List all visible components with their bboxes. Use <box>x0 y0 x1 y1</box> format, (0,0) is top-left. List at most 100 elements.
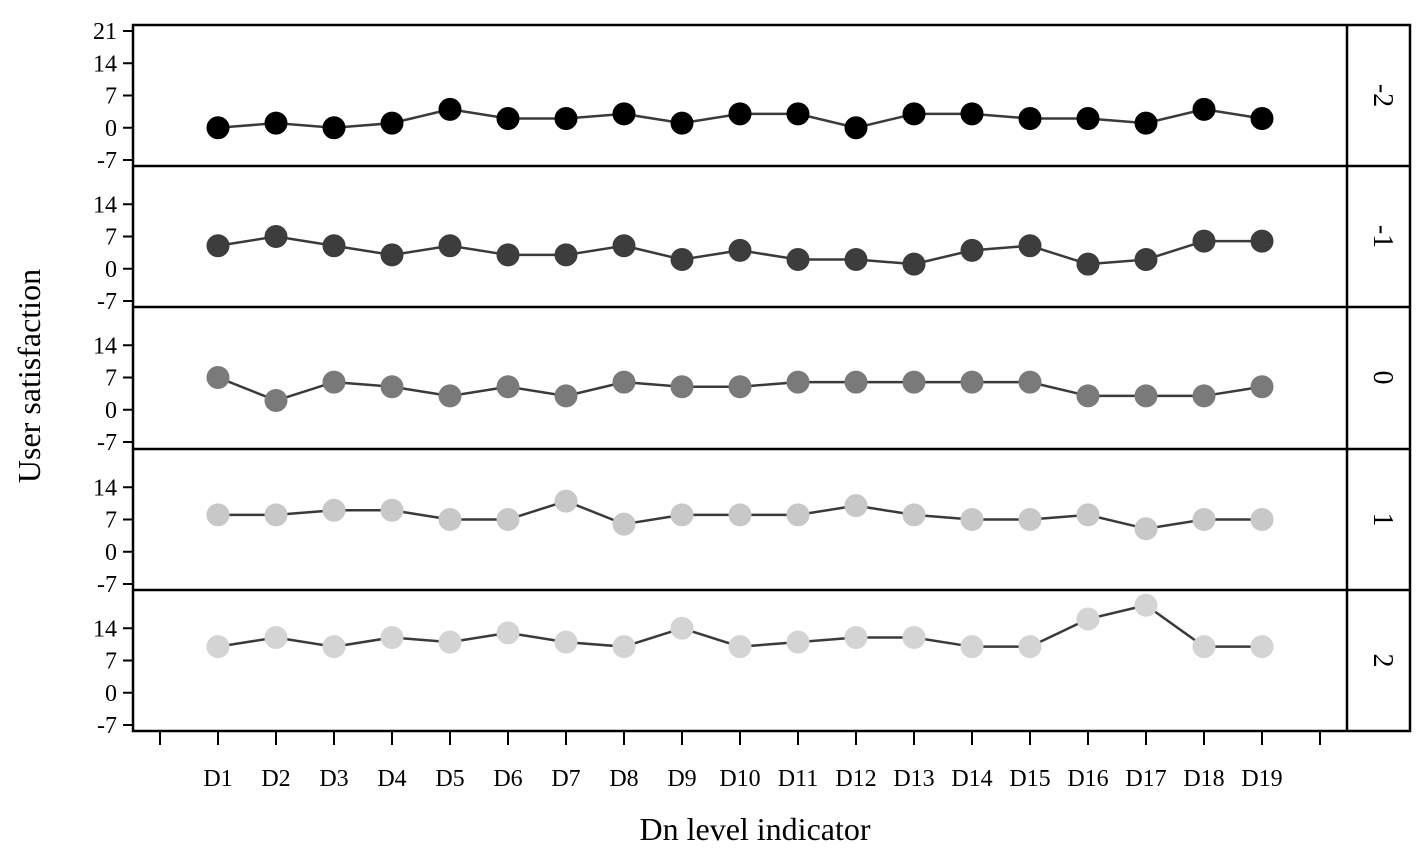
data-point-D4 <box>380 243 404 267</box>
y-tick-label: -7 <box>97 430 117 456</box>
data-point-D2 <box>264 389 288 413</box>
x-tick-label-D10: D10 <box>719 766 760 792</box>
data-point-D11 <box>786 102 810 126</box>
data-point-D17 <box>1134 384 1158 408</box>
data-point-D6 <box>496 107 520 131</box>
y-tick-label: 7 <box>105 649 117 675</box>
data-point-D15 <box>1018 107 1042 131</box>
y-tick-label: -7 <box>97 289 117 315</box>
data-point-D3 <box>322 370 346 394</box>
data-point-D19 <box>1250 635 1274 659</box>
data-point-D14 <box>960 238 984 262</box>
data-point-D19 <box>1250 375 1274 399</box>
data-point-D2 <box>264 503 288 527</box>
x-tick-label-D6: D6 <box>493 766 522 792</box>
data-point-D17 <box>1134 111 1158 135</box>
x-tick-label-D18: D18 <box>1183 766 1224 792</box>
data-point-D5 <box>438 234 462 258</box>
data-point-D15 <box>1018 234 1042 258</box>
data-point-D15 <box>1018 370 1042 394</box>
data-point-D7 <box>554 107 578 131</box>
y-tick-label: 7 <box>105 225 117 251</box>
data-point-D10 <box>728 375 752 399</box>
data-point-D18 <box>1192 508 1216 531</box>
x-axis: D1 D2 D3 D4 D5 D6 D7 D8 D9 D10 D11 D12 D13 D14 D15 D16 D… <box>159 731 1321 792</box>
x-tick-label-D8: D8 <box>609 766 638 792</box>
data-point-D19 <box>1250 508 1274 531</box>
data-point-D9 <box>670 375 694 399</box>
data-point-D5 <box>438 508 462 531</box>
strip-label: 2 <box>1367 654 1398 668</box>
y-tick-label: -7 <box>97 713 117 739</box>
panel-1: -7 0 7 14 1 <box>93 447 1410 598</box>
data-point-D13 <box>902 370 926 394</box>
x-tick-label-D19: D19 <box>1241 766 1282 792</box>
x-tick-label-D7: D7 <box>551 766 580 792</box>
data-point-D2 <box>264 111 288 135</box>
data-point-D18 <box>1192 384 1216 408</box>
data-point-D18 <box>1192 97 1216 121</box>
data-point-D10 <box>728 635 752 659</box>
data-point-D12 <box>844 494 868 518</box>
data-point-D6 <box>496 243 520 267</box>
data-point-D11 <box>786 630 810 654</box>
panel--1: -7 0 7 14 -1 <box>93 164 1410 315</box>
y-tick-label: 14 <box>93 333 117 359</box>
data-point-D13 <box>902 625 926 649</box>
data-point-D16 <box>1076 252 1100 276</box>
x-tick-label-D1: D1 <box>203 766 232 792</box>
data-point-D1 <box>206 116 230 140</box>
x-tick-label-D11: D11 <box>778 766 818 792</box>
data-point-D4 <box>380 625 404 649</box>
data-point-D14 <box>960 370 984 394</box>
data-point-D5 <box>438 97 462 121</box>
y-tick-label: 7 <box>105 366 117 392</box>
y-tick-label: 0 <box>105 257 117 283</box>
panel-0: -7 0 7 14 0 <box>93 305 1410 456</box>
data-point-D19 <box>1250 229 1274 253</box>
data-point-D3 <box>322 635 346 659</box>
data-point-D7 <box>554 489 578 513</box>
data-point-D4 <box>380 498 404 522</box>
data-point-D7 <box>554 630 578 654</box>
y-tick-label: 0 <box>105 540 117 566</box>
data-point-D17 <box>1134 517 1158 541</box>
x-tick-label-D15: D15 <box>1009 766 1050 792</box>
y-tick-label: -7 <box>97 572 117 598</box>
data-point-D6 <box>496 375 520 399</box>
strip-label: 0 <box>1367 371 1398 385</box>
data-point-D8 <box>612 635 636 659</box>
data-point-D1 <box>206 503 230 527</box>
x-tick-label-D14: D14 <box>951 766 992 792</box>
data-point-D12 <box>844 625 868 649</box>
data-point-D16 <box>1076 384 1100 408</box>
y-tick-label: 14 <box>93 616 117 642</box>
data-point-D2 <box>264 625 288 649</box>
data-point-D16 <box>1076 107 1100 131</box>
data-point-D3 <box>322 116 346 140</box>
data-point-D13 <box>902 252 926 276</box>
y-tick-label: 14 <box>93 192 117 218</box>
y-tick-label: 7 <box>105 84 117 110</box>
data-point-D9 <box>670 503 694 527</box>
data-point-D9 <box>670 111 694 135</box>
data-point-D10 <box>728 238 752 262</box>
data-point-D13 <box>902 102 926 126</box>
data-point-D6 <box>496 621 520 645</box>
x-tick-label-D4: D4 <box>377 766 406 792</box>
data-point-D10 <box>728 102 752 126</box>
data-point-D11 <box>786 248 810 272</box>
data-point-D13 <box>902 503 926 527</box>
y-axis-title: User satisfaction <box>11 269 47 483</box>
data-point-D11 <box>786 503 810 527</box>
data-point-D16 <box>1076 503 1100 527</box>
panels: -7 0 7 14 21 -2 -7 0 7 14 -1 -7 0 7 14 0 -7 0 7 14 1 -7 0 7 14 2 <box>93 19 1410 739</box>
y-tick-label: 21 <box>93 19 117 45</box>
data-point-D5 <box>438 384 462 408</box>
data-point-D17 <box>1134 593 1158 617</box>
data-point-D12 <box>844 370 868 394</box>
data-point-D11 <box>786 370 810 394</box>
x-tick-label-D13: D13 <box>893 766 934 792</box>
data-point-D2 <box>264 225 288 248</box>
